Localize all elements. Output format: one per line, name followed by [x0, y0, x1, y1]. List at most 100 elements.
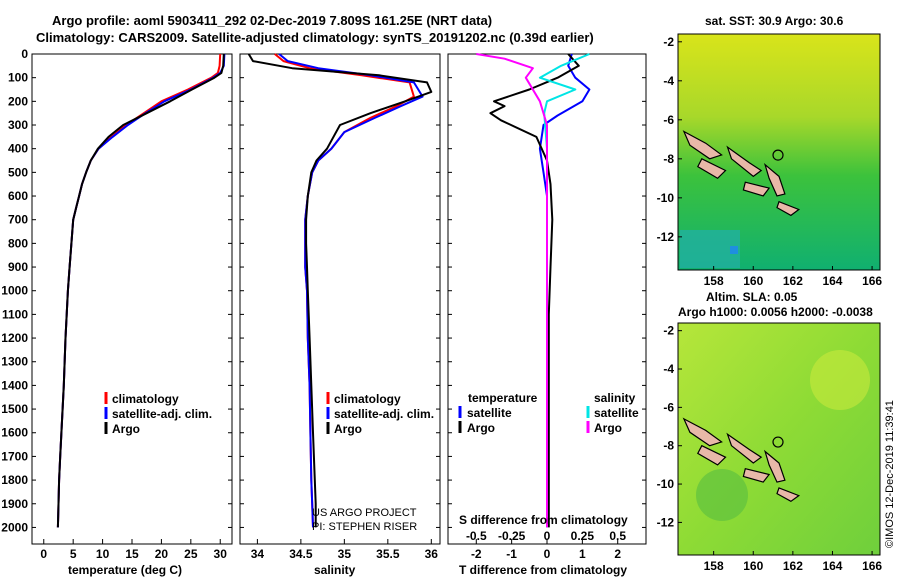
sla-lon-tick-label: 160: [743, 559, 763, 573]
sla-lon-tick-label: 164: [822, 559, 842, 573]
legend-label-argo: Argo: [112, 422, 140, 436]
sla-lat-tick-label: -4: [663, 362, 674, 376]
island-polygon: [726, 145, 763, 178]
depth-tick-label: 2000: [1, 520, 28, 534]
profile-line-satellite-adj-clim-: [278, 53, 424, 528]
difference-xtick-label: 0: [544, 547, 551, 561]
salinity-xlabel: salinity: [314, 563, 356, 577]
difference-xtick-label: 2: [614, 547, 621, 561]
sst-lat-tick-label: -2: [663, 35, 674, 49]
temperature-xtick-label: 0: [40, 547, 47, 561]
profile-line-argo: [247, 53, 433, 528]
sst-lat-tick-label: -12: [657, 230, 675, 244]
float-position-marker: [772, 436, 784, 448]
depth-tick-label: 1300: [1, 355, 28, 369]
difference-s-tick-label: 0.5: [609, 529, 626, 543]
legend-label-t-argo: Argo: [467, 421, 495, 435]
sst-lon-tick-label: 166: [862, 274, 882, 288]
profile-line-salinity-argo: [476, 53, 548, 528]
difference-xtick-label: -2: [471, 547, 482, 561]
float-position-marker: [772, 149, 784, 161]
title-line2: Climatology: CARS2009. Satellite-adjuste…: [36, 30, 594, 45]
salinity-xtick-label: 35: [338, 547, 352, 561]
difference-s-tick-label: -0.25: [498, 529, 526, 543]
difference-s-tick-label: 0.25: [571, 529, 595, 543]
depth-tick-label: 400: [8, 142, 28, 156]
island-polygon: [776, 200, 801, 217]
salinity-xtick-label: 35.5: [376, 547, 400, 561]
sla-map-high-blob: [810, 350, 870, 410]
depth-tick-label: 200: [8, 94, 28, 108]
temperature-xlabel: temperature (deg C): [68, 563, 182, 577]
depth-tick-label: 300: [8, 118, 28, 132]
sst-lat-tick-label: -10: [657, 191, 675, 205]
sst-lat-tick-label: -8: [663, 152, 674, 166]
island-polygon: [776, 487, 801, 503]
temperature-xtick-label: 10: [96, 547, 110, 561]
island-polygon: [726, 432, 763, 464]
legend-label-satellite: satellite-adj. clim.: [334, 407, 434, 421]
depth-tick-label: 1600: [1, 426, 28, 440]
profile-line-climatology: [56, 53, 222, 528]
difference-xtick-label: -1: [506, 547, 517, 561]
depth-tick-label: 900: [8, 260, 28, 274]
temperature-xtick-label: 20: [155, 547, 169, 561]
profile-line-temperature-argo: [489, 53, 580, 528]
depth-tick-label: 600: [8, 189, 28, 203]
legend-label-s-argo: Argo: [594, 421, 622, 435]
sla-lon-tick-label: 166: [862, 559, 882, 573]
legend-label-t-satellite: satellite: [467, 406, 512, 420]
salinity-panel-frame: [239, 53, 441, 545]
profile-line-climatology: [274, 53, 415, 528]
temperature-legend: climatology satellite-adj. clim. Argo: [104, 392, 212, 436]
island-polygon: [682, 130, 723, 160]
temperature-xtick-label: 5: [70, 547, 77, 561]
sst-lon-tick-label: 164: [822, 274, 842, 288]
depth-tick-label: 1200: [1, 331, 28, 345]
depth-tick-label: 1400: [1, 378, 28, 392]
temperature-xtick-label: 25: [184, 547, 198, 561]
salinity-xtick-label: 34: [251, 547, 265, 561]
credit-pi: PI: STEPHEN RISER: [312, 521, 417, 533]
sla-lat-tick-label: -10: [657, 477, 675, 491]
island-polygon: [742, 181, 771, 197]
temperature-xtick-label: 30: [214, 547, 228, 561]
credit-project: US ARGO PROJECT: [312, 507, 417, 519]
island-polygon: [697, 444, 727, 466]
profile-line-argo: [56, 53, 225, 528]
map-overlays: 158 160 162 164 166 -2 -4 -6 -8 -10 -12 158 160 162 16…: [657, 35, 883, 573]
depth-tick-label: 700: [8, 213, 28, 227]
title-line1: Argo profile: aoml 5903411_292 02-Dec-20…: [52, 13, 492, 28]
imos-timestamp: ©IMOS 12-Dec-2019 11:39:41: [884, 400, 896, 548]
sla-map-title2: Argo h1000: 0.0056 h2000: -0.0038: [678, 305, 873, 319]
difference-xtick-label: 1: [579, 547, 586, 561]
sst-lon-tick-label: 160: [743, 274, 763, 288]
depth-tick-label: 1700: [1, 449, 28, 463]
island-polygon: [697, 158, 727, 180]
island-polygon: [682, 417, 723, 447]
depth-tick-label: 100: [8, 71, 28, 85]
depth-tick-label: 1900: [1, 497, 28, 511]
legend-label-climatology: climatology: [112, 392, 179, 406]
difference-xlabel: T difference from climatology: [459, 563, 627, 577]
temperature-panel-frame: [31, 53, 233, 545]
island-polygon: [763, 449, 786, 483]
sst-map-title: sat. SST: 30.9 Argo: 30.6: [705, 14, 844, 28]
depth-tick-label: 500: [8, 165, 28, 179]
salinity-xtick-label: 36: [425, 547, 439, 561]
depth-tick-label: 0: [21, 47, 28, 61]
legend-label-s-satellite: satellite: [594, 406, 639, 420]
depth-tick-label: 1000: [1, 284, 28, 298]
profile-line-satellite-adj-clim-: [56, 53, 226, 528]
sst-lon-tick-label: 158: [704, 274, 724, 288]
depth-tick-label: 800: [8, 236, 28, 250]
depth-tick-label: 1800: [1, 473, 28, 487]
salinity-xtick-label: 34.5: [289, 547, 313, 561]
difference-legend: temperature salinity satellite Argo sate…: [458, 391, 639, 435]
legend-title-temperature: temperature: [468, 391, 538, 405]
sla-lat-tick-label: -12: [657, 515, 675, 529]
tick-layer: 0100200300400500600700800900100011001200…: [1, 47, 646, 561]
sla-lon-tick-label: 162: [783, 559, 803, 573]
island-polygon: [742, 467, 771, 483]
temperature-xtick-label: 15: [125, 547, 139, 561]
